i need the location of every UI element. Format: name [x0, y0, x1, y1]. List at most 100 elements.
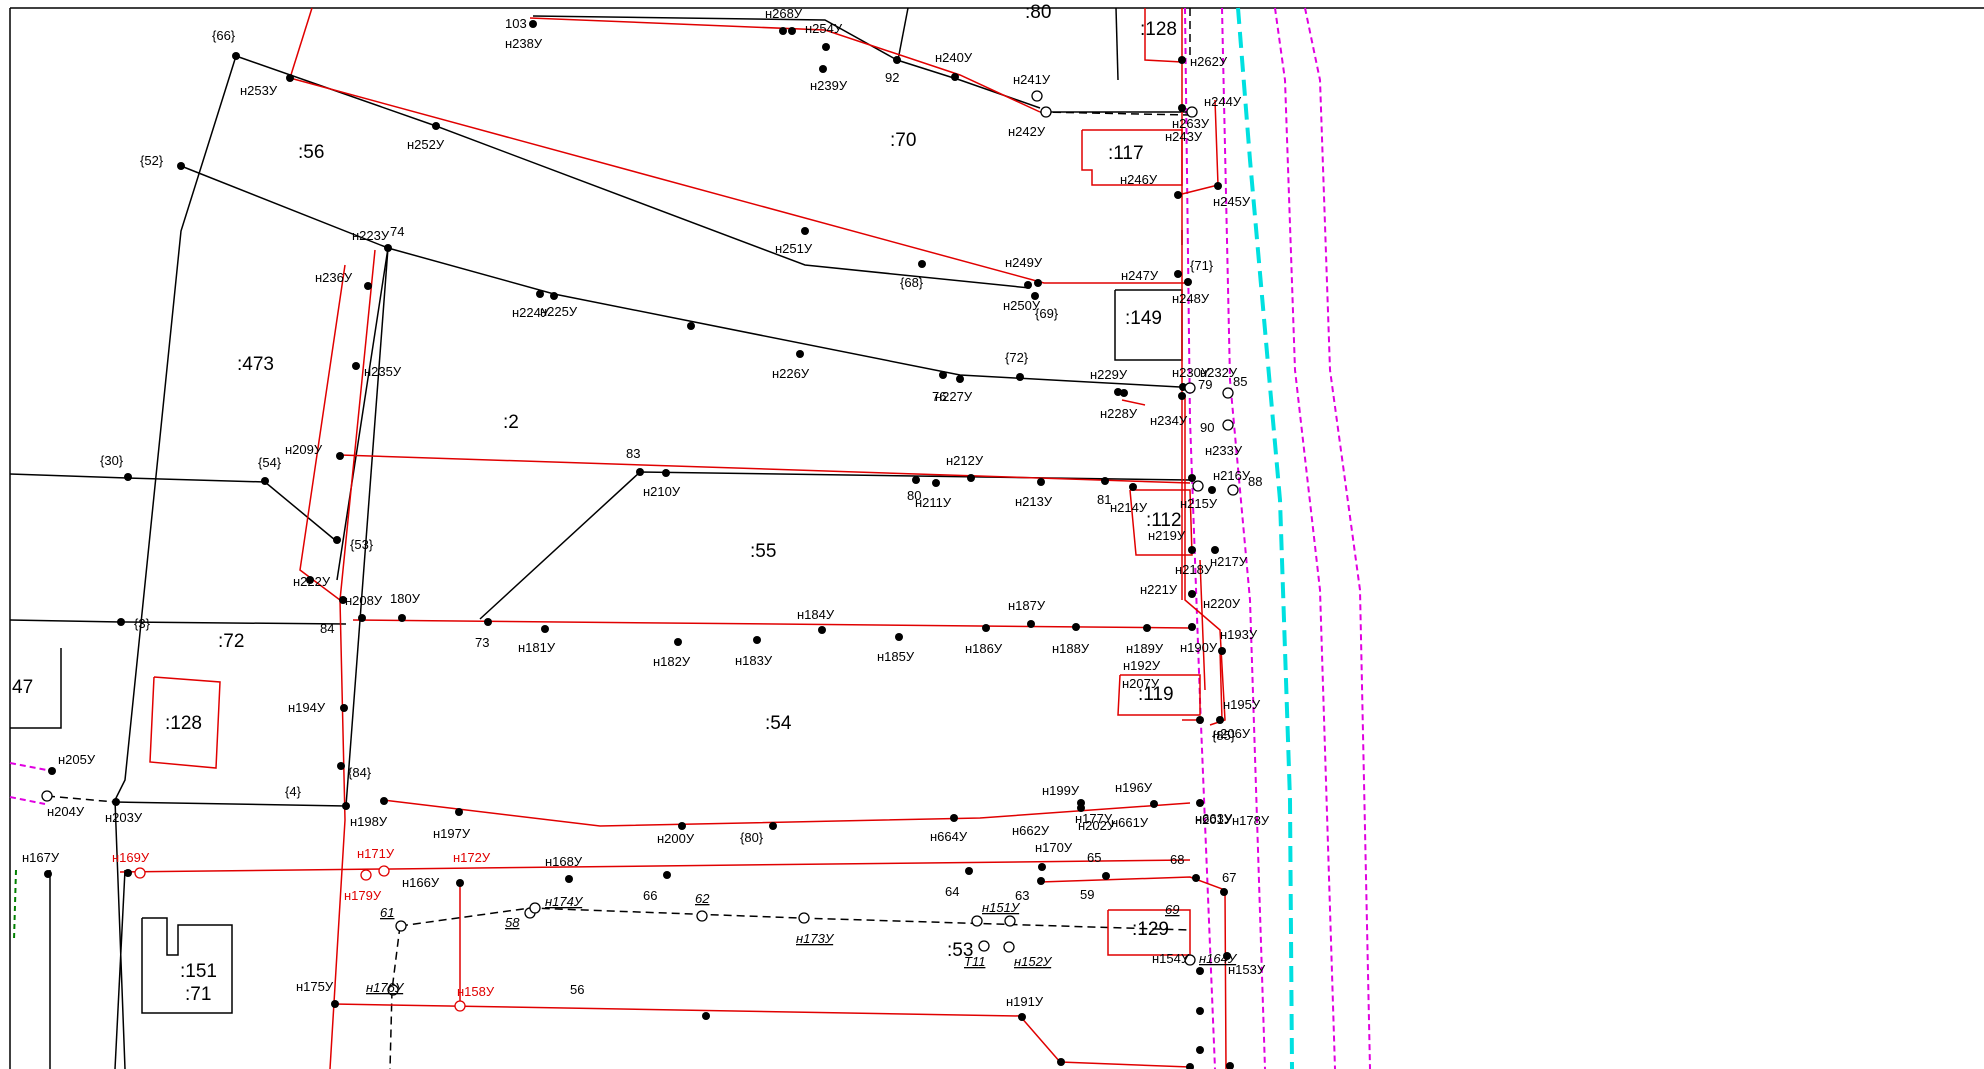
point-label: н194У [288, 700, 326, 715]
point-label: н168У [545, 854, 583, 869]
parcel-label: :54 [765, 713, 792, 734]
point-label: н183У [735, 653, 773, 668]
point-label: н167У [22, 850, 60, 865]
point-label: н238У [505, 36, 543, 51]
point-label: 76 [932, 389, 946, 404]
parcel-label: 47 [12, 677, 33, 698]
point-label: н214У [1110, 500, 1148, 515]
point-label: н195У [1223, 697, 1261, 712]
point-label: 61 [380, 905, 394, 920]
point-label: 103 [505, 16, 527, 31]
point-label: н190У [1180, 640, 1218, 655]
magenta-line-2 [1221, 7, 1266, 1069]
point-label: н233У [1205, 443, 1243, 458]
dashed-boundaries [46, 8, 1191, 1069]
parcel-label: :72 [218, 631, 244, 652]
point-label: н151У [982, 900, 1021, 915]
parcel-label: :80 [1025, 2, 1051, 23]
point-label: н226У [772, 366, 810, 381]
point-label: н197У [433, 826, 471, 841]
point-label: {71} [1190, 258, 1214, 273]
point-label: н215У [1180, 496, 1218, 511]
point-label: н152У [1014, 954, 1053, 969]
point-label: н230У [1172, 365, 1210, 380]
point-label: н204У [47, 804, 85, 819]
point-label: н663У [1195, 811, 1233, 826]
magenta-left-2 [9, 796, 46, 805]
point-label: н177У [1075, 811, 1113, 826]
point-label: н222У [293, 574, 331, 589]
point-label: н207У [1122, 676, 1160, 691]
point-label: н225У [540, 304, 578, 319]
point-label: н187У [1008, 598, 1046, 613]
point-label: 81 [1097, 492, 1111, 507]
point-label: н232У [1200, 365, 1238, 380]
point-label: н245У [1213, 194, 1251, 209]
parcel-label: :71 [185, 984, 211, 1005]
point-label: н246У [1120, 172, 1158, 187]
point-label: н252У [407, 137, 445, 152]
point-label: н249У [1005, 255, 1043, 270]
point-label: н176У [366, 980, 405, 995]
point-label: н201У [1195, 812, 1233, 827]
point-label: 180У [390, 591, 421, 606]
point-label: {68} [900, 275, 924, 290]
point-label: н240У [935, 50, 973, 65]
point-label: н662У [1012, 823, 1050, 838]
parcel-label: :128 [1140, 19, 1177, 40]
point-label: н186У [965, 641, 1003, 656]
parcel-label: :70 [890, 130, 916, 151]
magenta-line-4 [1304, 7, 1371, 1069]
point-label: Т11 [964, 954, 985, 969]
point-label: н212У [946, 453, 984, 468]
point-label: н173У [796, 931, 835, 946]
point-label: {4} [285, 784, 302, 799]
point-label: н263У [1172, 116, 1210, 131]
point-label: н229У [1090, 367, 1128, 382]
point-label: н247У [1121, 268, 1159, 283]
point-label: н221У [1140, 582, 1178, 597]
point-label: 68 [1170, 852, 1184, 867]
point-label: 56 [570, 982, 584, 997]
point-label: 65 [1087, 850, 1101, 865]
red-open-markers [134, 865, 466, 1012]
point-label: н169У [112, 850, 150, 865]
point-label: н164У [1199, 951, 1238, 966]
point-label: н235У [364, 364, 402, 379]
red-boundaries [119, 7, 1227, 1069]
point-label: н208У [345, 593, 383, 608]
point-label: {80} [740, 830, 764, 845]
point-label: н216У [1213, 468, 1251, 483]
point-label: н202У [1078, 818, 1116, 833]
point-label: н661У [1111, 815, 1149, 830]
parcel-label: :53 [947, 940, 973, 961]
magenta-left-1 [9, 762, 53, 772]
point-label: н158У [457, 984, 495, 999]
point-label: н242У [1008, 124, 1046, 139]
point-label: н254У [805, 21, 843, 36]
parcel-label: :473 [237, 354, 274, 375]
point-label: 62 [695, 891, 710, 906]
point-label: {54} [258, 455, 282, 470]
point-label: 69 [1165, 902, 1179, 917]
point-label: н236У [315, 270, 353, 285]
point-label: 90 [1200, 420, 1214, 435]
point-label: {69} [1035, 306, 1059, 321]
point-label: 80 [907, 488, 921, 503]
point-label: н211У [915, 495, 952, 510]
point-label: н213У [1015, 494, 1053, 509]
parcel-label: :2 [503, 412, 519, 433]
point-label: н219У [1148, 528, 1186, 543]
point-label: 63 [1015, 888, 1029, 903]
point-label: н220У [1203, 596, 1241, 611]
point-label: н171У [357, 846, 395, 861]
point-label: н217У [1210, 554, 1248, 569]
point-label: н192У [1123, 658, 1161, 673]
point-label: н154У [1152, 951, 1190, 966]
point-label: н189У [1126, 641, 1164, 656]
parcel-label: :119 [1138, 684, 1174, 705]
point-label: н199У [1042, 783, 1080, 798]
point-label: н244У [1204, 94, 1242, 109]
point-labels: 103 н238У н268У н254У {66} н253У н240У 9… [22, 6, 1270, 1009]
point-label: {85} [1212, 728, 1236, 743]
